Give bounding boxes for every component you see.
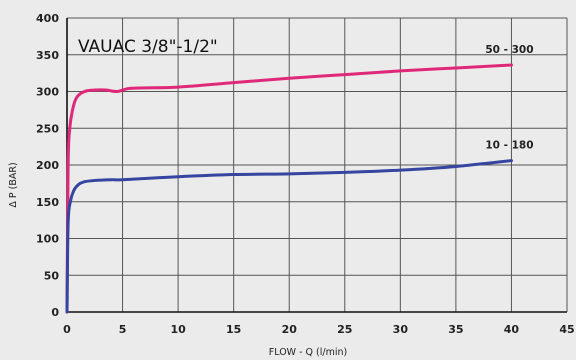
x-tick-label: 20 (282, 323, 298, 336)
x-tick-label: 10 (170, 323, 186, 336)
chart-title: VAUAC 3/8"-1/2" (78, 37, 218, 57)
series-label: 50 - 300 (485, 44, 533, 56)
y-tick-label: 400 (36, 12, 59, 25)
y-tick-label: 350 (36, 49, 59, 62)
series-group (65, 63, 513, 314)
y-tick-label: 250 (36, 122, 59, 135)
labels-group: 50 - 300 10 - 180 (485, 44, 533, 152)
x-tick-label: 5 (119, 323, 127, 336)
y-tick-label: 100 (36, 233, 59, 246)
axes: 0 5 10 15 20 25 30 35 40 45 0 50 100 150 200 250 300 350 4… (36, 12, 575, 336)
y-tick-label: 0 (51, 306, 59, 319)
y-tick-label: 300 (36, 86, 59, 99)
x-tick-label: 30 (393, 323, 409, 336)
series-line-blue (65, 159, 513, 314)
x-tick-label: 40 (504, 323, 520, 336)
x-tick-label: 0 (63, 323, 71, 336)
x-tick-label: 15 (226, 323, 241, 336)
x-tick-label: 45 (559, 323, 574, 336)
grid (67, 17, 568, 312)
y-tick-label: 150 (36, 196, 59, 209)
y-axis-label: Δ P (BAR) (8, 162, 19, 207)
x-axis-label: FLOW - Q (l/min) (269, 347, 347, 358)
x-tick-label: 25 (337, 323, 352, 336)
y-tick-label: 50 (44, 269, 60, 282)
y-tick-label: 200 (36, 159, 59, 172)
x-tick-label: 35 (448, 323, 463, 336)
series-label: 10 - 180 (485, 140, 533, 152)
series-line-pink (65, 63, 513, 314)
